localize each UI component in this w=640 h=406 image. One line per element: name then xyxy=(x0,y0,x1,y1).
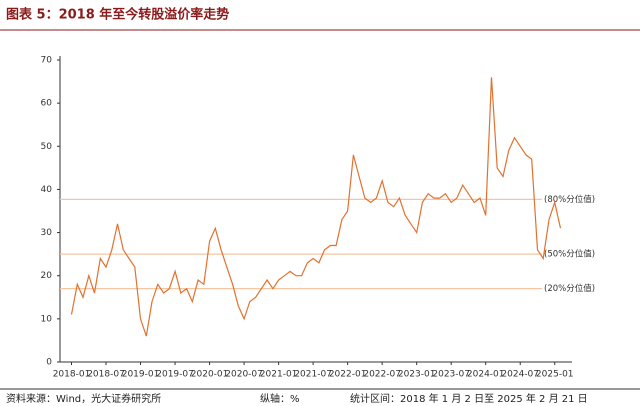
y-tick-label: 0 xyxy=(46,358,52,368)
y-tick-label: 10 xyxy=(41,314,53,324)
series-line xyxy=(70,77,562,337)
x-tick-label: 2018-07 xyxy=(87,370,125,380)
x-tick-label: 2020-01 xyxy=(191,370,229,380)
y-tick-label: 40 xyxy=(41,185,53,195)
x-tick-label: 2023-07 xyxy=(432,370,470,380)
x-tick-label: 2019-01 xyxy=(122,370,160,380)
x-tick-label: 2022-01 xyxy=(329,370,367,380)
x-tick-label: 2021-07 xyxy=(294,370,332,380)
y-tick-label: 60 xyxy=(41,99,53,109)
x-tick-label: 2022-07 xyxy=(363,370,401,380)
y-tick-label: 70 xyxy=(41,56,53,66)
y-tick-label: 30 xyxy=(41,228,53,238)
x-tick-label: 2024-07 xyxy=(501,370,539,380)
period: 统计区间：2018 年 1 月 2 日至 2025 年 2 月 21 日 xyxy=(350,392,588,405)
x-tick-label: 2019-07 xyxy=(156,370,194,380)
x-tick-label: 2021-01 xyxy=(260,370,298,380)
reference-label: (50%分位值) xyxy=(544,249,595,260)
source: 资料来源：Wind，光大证券研究所 xyxy=(6,392,161,405)
y-tick-label: 20 xyxy=(41,271,53,281)
y-tick-label: 50 xyxy=(41,142,53,152)
x-tick-label: 2018-01 xyxy=(53,370,91,380)
x-tick-label: 2025-01 xyxy=(536,370,574,380)
reference-label: (20%分位值) xyxy=(544,283,595,294)
x-tick-label: 2023-01 xyxy=(398,370,436,380)
chart-title: 图表 5：2018 年至今转股溢价率走势 xyxy=(6,7,229,23)
reference-label: (80%分位值) xyxy=(544,194,595,205)
x-tick-label: 2020-07 xyxy=(225,370,263,380)
axis-note: 纵轴：% xyxy=(260,392,300,405)
x-tick-label: 2024-01 xyxy=(467,370,505,380)
